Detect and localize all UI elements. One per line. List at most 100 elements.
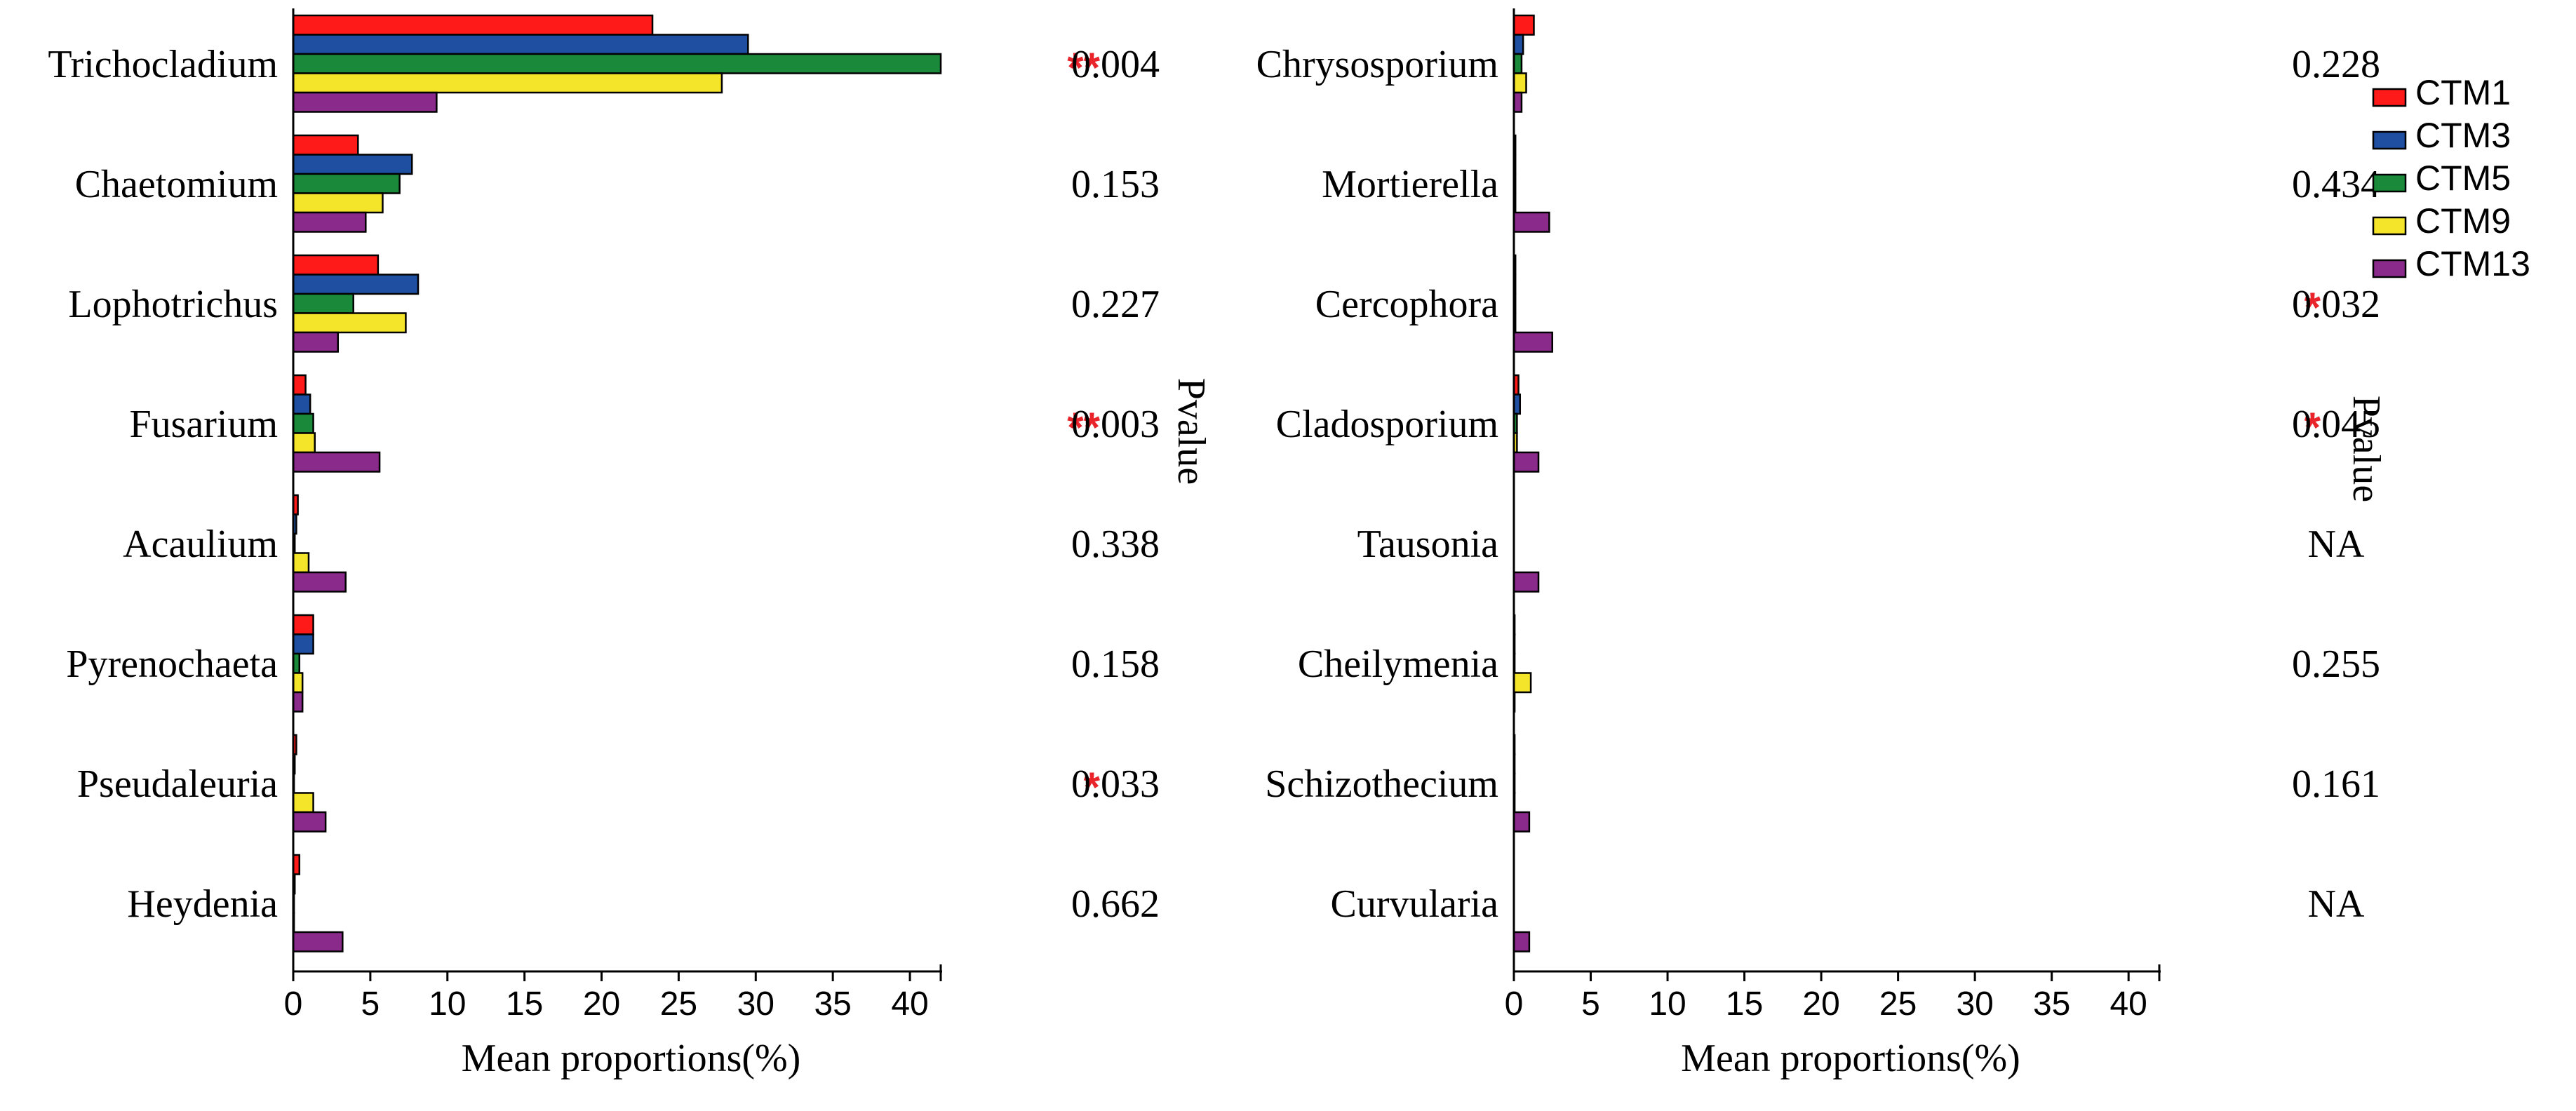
pvalue-label: 0.161 (2292, 762, 2380, 806)
x-tick-label: 10 (429, 985, 466, 1023)
x-tick-label: 5 (361, 985, 380, 1023)
bar-chaetomium-ctm1 (292, 134, 359, 156)
bar-cercophora-ctm13 (1512, 331, 1554, 353)
genus-label: Lophotrichus (68, 283, 278, 326)
genus-label: Cladosporium (1276, 403, 1498, 446)
x-tick-label: 25 (1879, 985, 1917, 1023)
genus-label: Tausonia (1357, 523, 1499, 566)
bar-cladosporium-ctm13 (1512, 451, 1540, 473)
legend-label-ctm13: CTM13 (2415, 244, 2530, 283)
legend-swatch-ctm3 (2372, 130, 2407, 150)
bar-trichocladium-ctm13 (292, 91, 438, 113)
pvalue-label: 0.434 (2292, 163, 2380, 206)
pvalue-label: 0.033 (1071, 762, 1160, 806)
bar-chrysosporium-ctm9 (1512, 72, 1527, 94)
bar-pyrenochaeta-ctm1 (292, 614, 314, 635)
bar-pyrenochaeta-ctm3 (292, 633, 314, 655)
bar-chaetomium-ctm13 (292, 211, 367, 233)
legend-swatch-ctm13 (2372, 259, 2407, 278)
legend-label-ctm5: CTM5 (2415, 159, 2511, 198)
x-tick-label: 20 (583, 985, 620, 1023)
genus-label: Acaulium (123, 523, 278, 566)
genus-label: Mortierella (1322, 163, 1498, 206)
x-tick-label: 20 (1802, 985, 1839, 1023)
bar-trichocladium-ctm9 (292, 72, 723, 94)
significance-marker: * (2305, 404, 2321, 451)
pvalue-label: NA (2308, 523, 2365, 566)
bar-fusarium-ctm3 (292, 393, 311, 415)
pvalue-label: 0.003 (1071, 403, 1160, 446)
legend-label-ctm1: CTM1 (2415, 73, 2511, 112)
genus-label: Chrysosporium (1256, 43, 1498, 86)
significance-marker: ** (1067, 404, 1100, 451)
bar-chaetomium-ctm5 (292, 173, 401, 194)
x-tick-label: 40 (891, 985, 928, 1023)
bar-pseudaleuria-ctm13 (292, 811, 327, 833)
significance-marker: * (1084, 764, 1101, 811)
x-tick-label: 30 (737, 985, 774, 1023)
pvalue-label: 0.662 (1071, 882, 1160, 926)
x-tick-label: 35 (2033, 985, 2070, 1023)
bar-fusarium-ctm9 (292, 432, 316, 454)
bar-heydenia-ctm13 (292, 931, 344, 952)
bar-chaetomium-ctm9 (292, 192, 384, 214)
legend-swatch-ctm5 (2372, 173, 2407, 193)
pvalue-label: 0.228 (2292, 43, 2380, 86)
legend-swatch-ctm9 (2372, 216, 2407, 236)
genus-label: Heydenia (127, 882, 278, 926)
bar-cheilymenia-ctm9 (1512, 672, 1532, 694)
pvalue-label: NA (2308, 882, 2365, 926)
x-tick-label: 15 (506, 985, 543, 1023)
genus-label: Fusarium (129, 403, 278, 446)
bar-tausonia-ctm13 (1512, 571, 1540, 593)
pvalue-label: 0.153 (1071, 163, 1160, 206)
bar-chaetomium-ctm3 (292, 154, 413, 175)
x-tick-label: 10 (1649, 985, 1686, 1023)
panel-right: Chrysosporium 0.228 Mortierella 0.434 Cercop… (1256, 8, 2388, 1080)
bar-acaulium-ctm9 (292, 552, 310, 574)
pvalue-label: 0.227 (1071, 283, 1160, 326)
bar-curvularia-ctm13 (1512, 931, 1531, 952)
bar-fusarium-ctm5 (292, 412, 314, 434)
x-axis-title: Mean proportions(%) (462, 1037, 801, 1080)
significance-marker: ** (1067, 44, 1100, 91)
bar-acaulium-ctm13 (292, 571, 347, 593)
legend-swatch-ctm1 (2372, 88, 2407, 107)
x-tick-label: 0 (284, 985, 303, 1023)
genus-label: Trichocladium (48, 43, 278, 86)
bar-fusarium-ctm1 (292, 374, 307, 396)
pvalue-axis-title: Pvalue (2344, 396, 2388, 502)
x-axis-title: Mean proportions(%) (1681, 1037, 2020, 1080)
bar-trichocladium-ctm1 (292, 14, 654, 36)
bar-lophotrichus-ctm3 (292, 274, 420, 295)
bar-chrysosporium-ctm1 (1512, 14, 1535, 36)
bar-schizothecium-ctm13 (1512, 811, 1531, 833)
x-tick-label: 30 (1956, 985, 1993, 1023)
bar-lophotrichus-ctm5 (292, 292, 354, 314)
genus-label: Cercophora (1315, 283, 1498, 326)
genus-label: Curvularia (1331, 882, 1499, 926)
bar-trichocladium-ctm5 (292, 53, 942, 74)
bar-chrysosporium-ctm5 (1512, 53, 1523, 74)
significance-marker: * (2305, 284, 2321, 331)
bar-lophotrichus-ctm9 (292, 312, 407, 334)
bar-pyrenochaeta-ctm13 (292, 691, 304, 713)
pvalue-label: 0.045 (2292, 403, 2380, 446)
bar-trichocladium-ctm3 (292, 34, 749, 55)
bar-chrysosporium-ctm13 (1512, 91, 1523, 113)
bar-pyrenochaeta-ctm9 (292, 672, 304, 694)
bar-lophotrichus-ctm13 (292, 331, 339, 353)
legend-label-ctm3: CTM3 (2415, 116, 2511, 155)
bar-mortierella-ctm13 (1512, 211, 1550, 233)
genus-label: Chaetomium (75, 163, 278, 206)
pvalue-label: 0.255 (2292, 642, 2380, 686)
pvalue-label: 0.338 (1071, 523, 1160, 566)
bar-lophotrichus-ctm1 (292, 254, 380, 276)
x-tick-label: 0 (1505, 985, 1524, 1023)
bar-pseudaleuria-ctm9 (292, 792, 314, 814)
pvalue-label: 0.158 (1071, 642, 1160, 686)
genus-label: Pyrenochaeta (66, 642, 278, 686)
genus-label: Cheilymenia (1298, 642, 1498, 686)
